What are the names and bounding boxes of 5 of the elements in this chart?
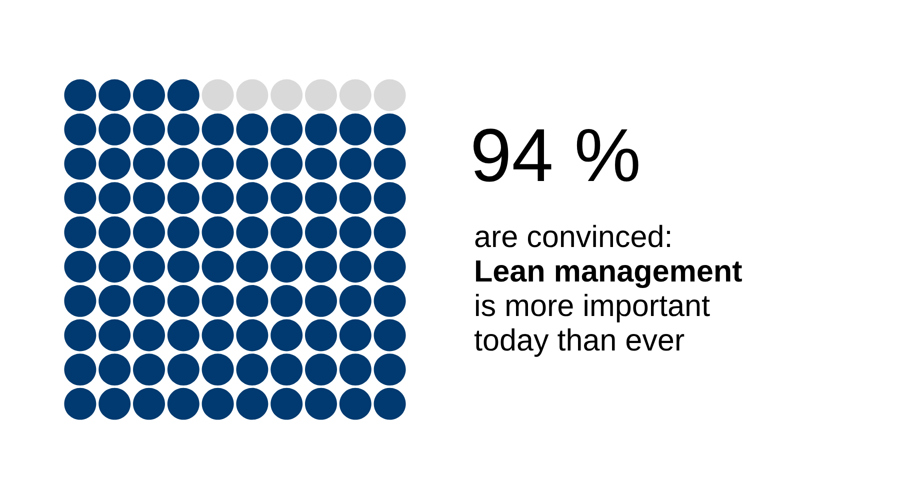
text: is more important — [476, 294, 710, 322]
data-label: 94 % — [474, 128, 638, 182]
text: are convinced: — [475, 224, 670, 248]
text: Lean management — [476, 260, 742, 288]
text: today than ever — [474, 328, 684, 357]
